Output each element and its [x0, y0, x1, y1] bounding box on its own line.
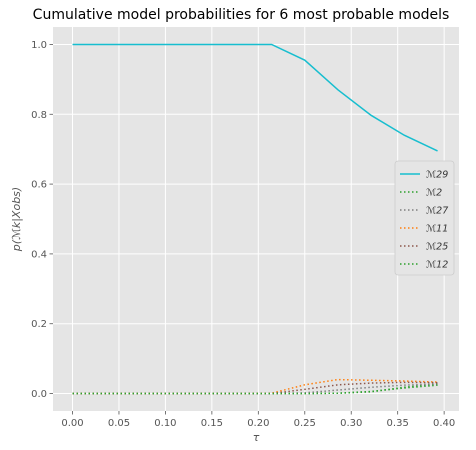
x-tick-label: 0.35: [387, 418, 409, 429]
chart-title: Cumulative model probabilities for 6 mos…: [33, 7, 450, 23]
y-tick-label: 0.6: [31, 180, 47, 191]
y-tick-label: 0.2: [31, 319, 47, 330]
x-tick-label: 0.20: [247, 418, 269, 429]
x-tick-label: 0.40: [433, 418, 455, 429]
x-axis-label: τ: [253, 431, 260, 444]
legend-label-3: ℳ11: [426, 224, 448, 235]
y-tick-label: 0.8: [31, 110, 47, 121]
legend-items: ℳ29 ℳ2 ℳ27 ℳ11 ℳ25 ℳ12: [400, 170, 448, 271]
series-lines: [72, 43, 438, 395]
x-tick-label: 0.25: [294, 418, 316, 429]
y-tick-label: 1.0: [31, 40, 47, 51]
x-axis-ticks: 0.00 0.05 0.10 0.15 0.20 0.25 0.30 0.35 0.40: [61, 411, 455, 429]
legend-label-4: ℳ25: [426, 242, 448, 253]
y-tick-label: 0.0: [31, 389, 47, 400]
series-line-5: [72, 384, 438, 395]
plot-area: [53, 27, 459, 411]
y-axis-label: p(ℳk|Xobs): [10, 187, 23, 252]
x-tick-label: 0.05: [108, 418, 130, 429]
x-tick-label: 0.30: [340, 418, 362, 429]
legend-box: [394, 160, 455, 276]
legend-label-0: ℳ29: [426, 170, 448, 181]
legend-label-1: ℳ2: [426, 188, 442, 199]
y-tick-label: 0.4: [31, 249, 47, 260]
x-tick-label: 0.15: [201, 418, 223, 429]
legend-label-5: ℳ12: [426, 260, 448, 271]
x-tick-label: 0.10: [154, 418, 176, 429]
x-tick-label: 0.00: [61, 418, 83, 429]
legend-label-2: ℳ27: [426, 206, 448, 217]
y-axis-ticks: 0.0 0.2 0.4 0.6 0.8 1.0: [31, 40, 53, 400]
legend: ℳ29 ℳ2 ℳ27 ℳ11 ℳ25 ℳ12: [394, 160, 455, 276]
series-line-0: [72, 43, 438, 152]
